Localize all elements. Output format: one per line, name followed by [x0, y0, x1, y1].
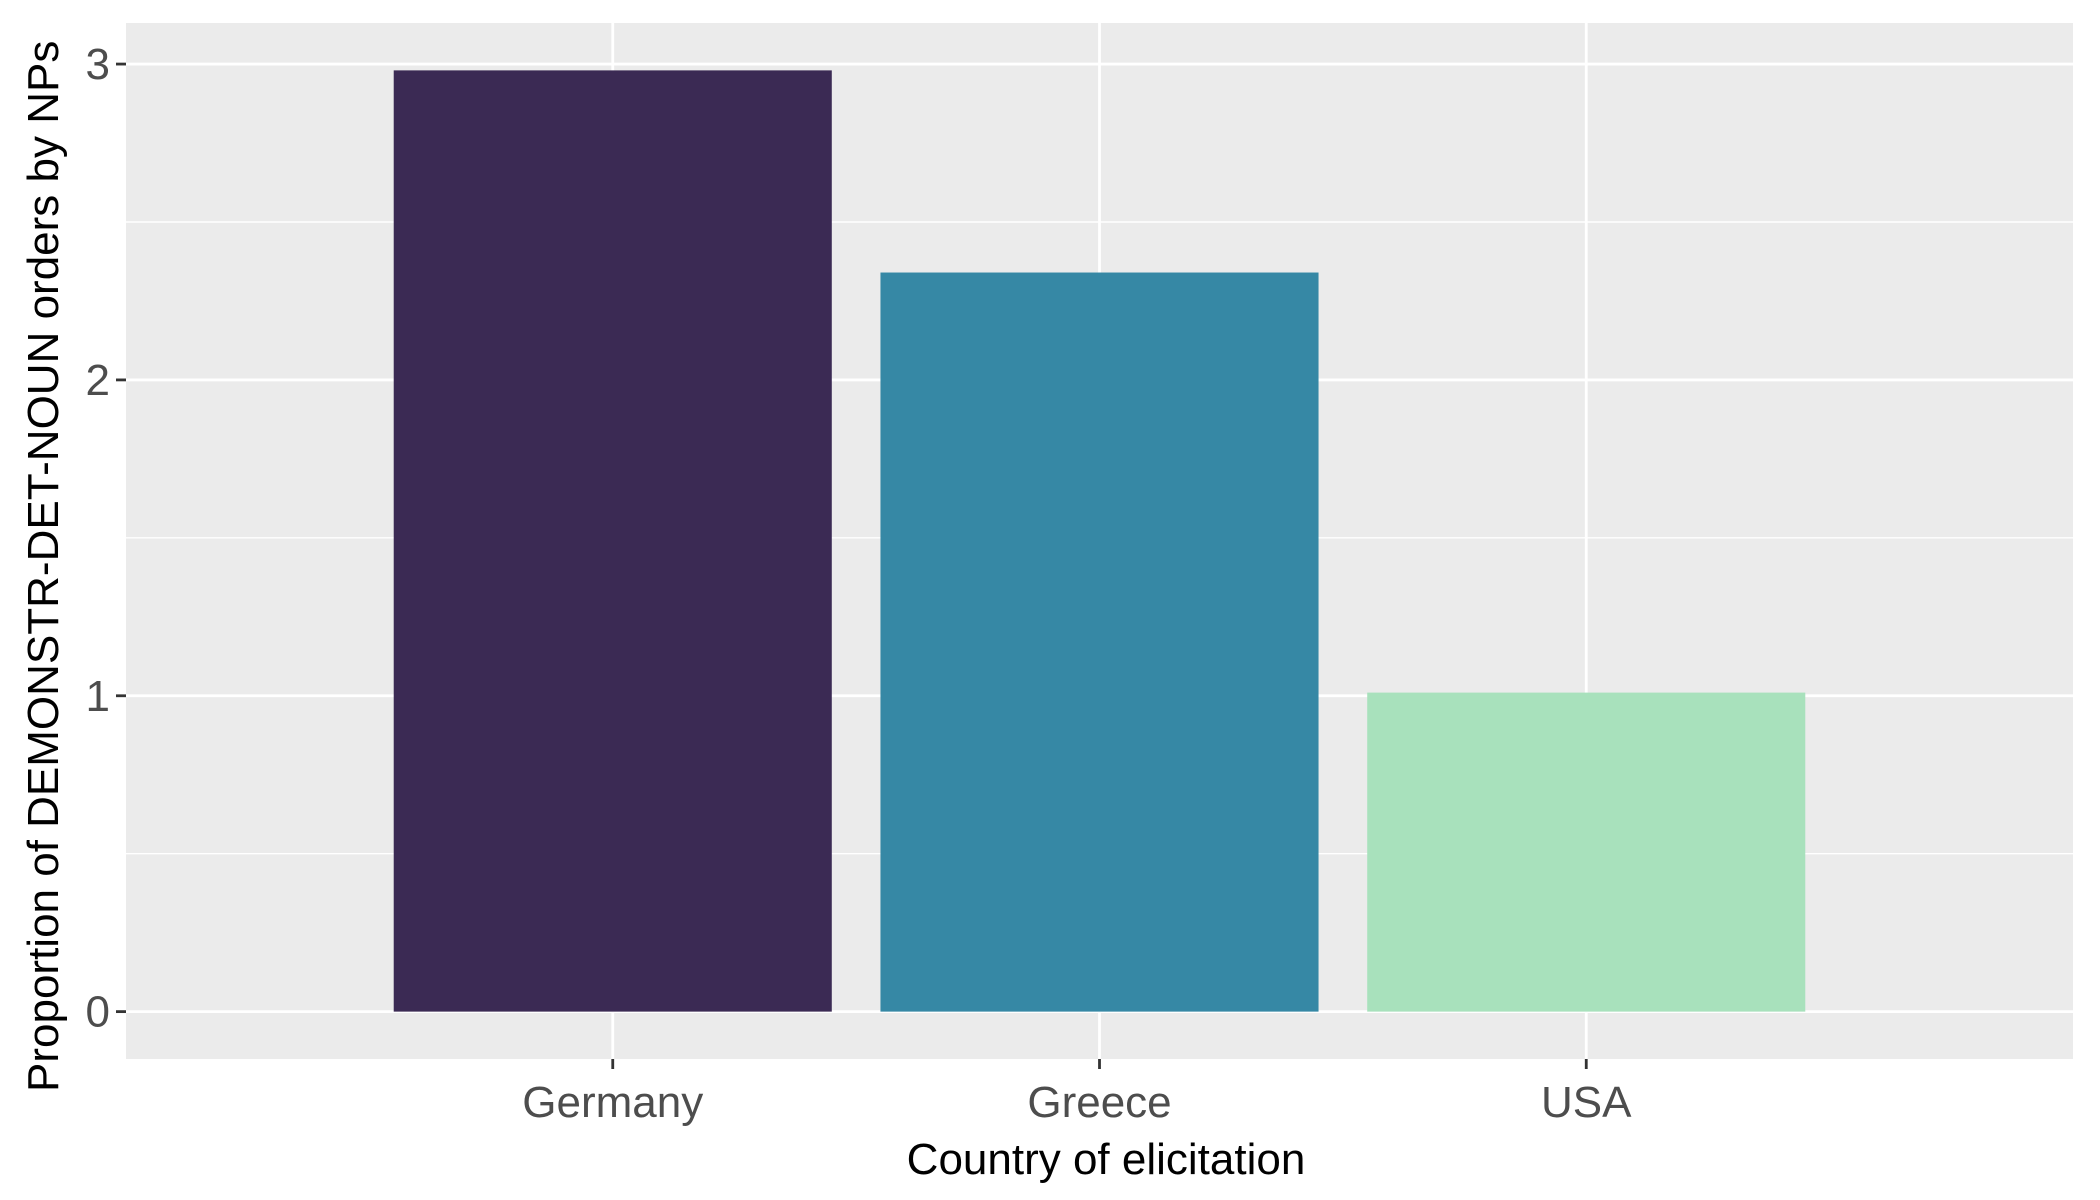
- y-axis: 0 1 2 3: [86, 40, 126, 1037]
- x-tick-label: USA: [1541, 1078, 1632, 1127]
- y-tick-label: 3: [86, 40, 110, 89]
- y-axis-title: Proportion of DEMONSTR-DET-NOUN orders b…: [19, 41, 68, 1092]
- y-tick-label: 0: [86, 988, 110, 1037]
- x-axis: Germany Greece USA: [522, 1059, 1632, 1127]
- x-tick-label: Germany: [522, 1078, 703, 1127]
- bar-greece: [880, 272, 1319, 1012]
- bars: [393, 70, 1806, 1012]
- x-tick-label: Greece: [1027, 1078, 1171, 1127]
- x-axis-title: Country of elicitation: [907, 1135, 1306, 1184]
- bar-usa: [1367, 692, 1806, 1012]
- bar-germany: [393, 70, 832, 1012]
- y-tick-label: 2: [86, 356, 110, 405]
- y-tick-label: 1: [86, 672, 110, 721]
